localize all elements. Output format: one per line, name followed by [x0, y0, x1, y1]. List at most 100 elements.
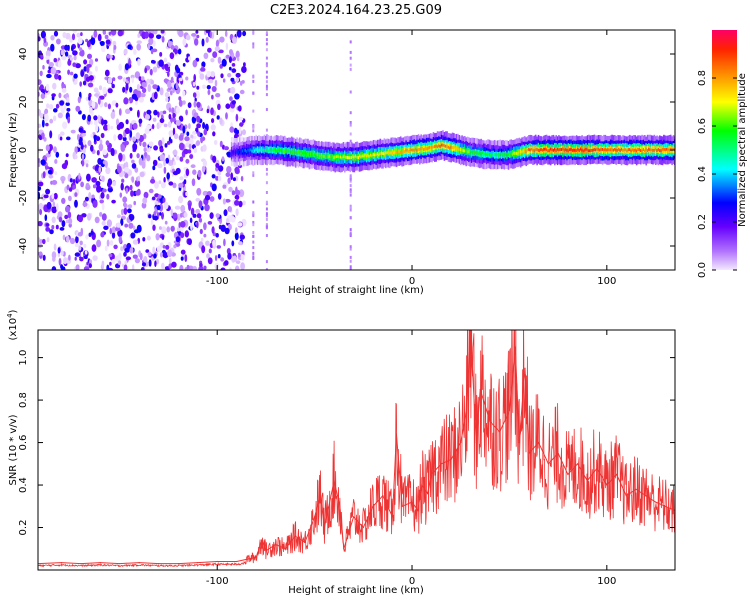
spectrogram-ridge-cell [361, 154, 364, 158]
snr-point [430, 473, 433, 475]
spectrogram-cell [235, 208, 239, 216]
spectrogram-cell [155, 233, 160, 241]
spectrogram-cell [222, 184, 227, 189]
spectrogram-cell [62, 234, 66, 241]
spectrogram-ridge-cell [558, 148, 560, 152]
spectrogram-ridge-cell [536, 148, 538, 151]
spectrogram-ridge-cell [451, 146, 454, 149]
spectrogram-cell [57, 60, 62, 68]
spectrogram-cell [74, 154, 78, 160]
spectrogram-cell [224, 260, 229, 266]
spectrogram-cell [51, 251, 57, 259]
spectrogram-cell [234, 93, 240, 100]
spectrogram-cell [123, 264, 128, 270]
spectrogram-cell [159, 147, 164, 153]
spectrogram-cell [163, 177, 166, 183]
spectrogram-cell [101, 202, 105, 211]
spectrogram-streak [252, 255, 255, 259]
spectrogram-cell [187, 149, 192, 154]
spectrogram-cell [54, 171, 58, 176]
spectrogram-streak [252, 75, 255, 79]
spectrogram-streak [349, 216, 352, 220]
y-tick-label: 20 [18, 96, 29, 109]
snr-point [466, 410, 468, 412]
spectrogram-cell [226, 218, 230, 224]
spectrogram-streak [349, 188, 352, 192]
snr-point [304, 541, 306, 544]
spectrogram-cell [192, 92, 197, 98]
spectrogram-ridge-cell [530, 147, 533, 151]
spectrogram-ridge-cell [605, 148, 608, 152]
spectrogram-cell [44, 113, 49, 122]
spectrogram-cell [85, 234, 89, 240]
spectrogram-streak [265, 87, 268, 91]
spectrogram-cell [115, 118, 120, 126]
spectrogram-cell [223, 238, 226, 247]
spectrogram-cell [196, 115, 201, 123]
spectrogram-cell [125, 119, 129, 125]
spectrogram-streak [265, 167, 268, 171]
spectrogram-cell [88, 58, 94, 66]
spectrogram-ridge-cell [624, 148, 627, 152]
spectrogram-cell [38, 202, 44, 209]
snr-point [401, 505, 403, 507]
spectrogram-cell [85, 163, 89, 168]
spectrogram-ridge-cell [447, 145, 450, 149]
spectrogram-ridge-cell [506, 153, 508, 157]
spectrogram-cell [152, 224, 156, 231]
spectrogram-cell [129, 86, 133, 93]
spectrogram-cell [163, 159, 166, 167]
spectrogram-streak [252, 173, 255, 177]
spectrogram-ridge-cell [296, 151, 298, 155]
spectrogram-cell [77, 37, 83, 45]
spectrogram-cell [198, 217, 203, 223]
spectrogram-cell [163, 201, 169, 210]
spectrogram-cell [88, 71, 93, 76]
spectrogram-cell [228, 56, 232, 63]
spectrogram-ridge-cell [635, 149, 638, 153]
spectrogram-ridge-cell [554, 147, 556, 151]
spectrogram-cell [117, 30, 124, 37]
spectrogram-ridge-cell [322, 154, 324, 158]
spectrogram-cell [100, 231, 105, 238]
snr-axes: -100 0 100 0.2 0.4 0.6 0.8 1.0 [18, 330, 675, 587]
spectrogram-cell [38, 220, 43, 227]
spectrogram-ridge-cell [671, 148, 673, 151]
snr-point [372, 505, 374, 507]
spectrogram-ridge-cell [247, 148, 249, 152]
spectrogram-cell [157, 111, 160, 118]
spectrogram-cell [162, 197, 166, 203]
spectrogram-cell [87, 53, 92, 59]
spectrogram-cell [128, 222, 134, 229]
spectrogram-cell [111, 83, 115, 89]
spectrogram-cell [160, 182, 166, 189]
snr-point [567, 473, 569, 475]
spectrogram-cell [58, 74, 62, 81]
spectrogram-streak [252, 30, 255, 34]
spectrogram-cell [38, 123, 42, 128]
spectrogram-streak [349, 132, 352, 136]
spectrogram-cell [117, 229, 123, 238]
spectrogram-cell [61, 87, 67, 93]
spectrogram-cell [88, 75, 94, 81]
spectrogram-cell [182, 100, 186, 105]
spectrogram-ridge-cell [563, 148, 566, 152]
spectrogram-cell [51, 225, 55, 230]
spectrogram-cell [236, 129, 240, 134]
spectrogram-cell [46, 201, 52, 210]
spectrogram-streak [265, 108, 268, 111]
spectrogram-ridge-cell [274, 148, 277, 151]
spectrogram-cell [196, 123, 202, 129]
spectrogram-cell [131, 176, 135, 183]
spectrogram-cell [75, 105, 81, 112]
spectrogram-cell [107, 103, 111, 110]
spectrogram-ridge-cell [289, 150, 292, 154]
spectrogram-cell [130, 74, 135, 79]
spectrogram-cell [112, 77, 116, 82]
spectrogram-cell [113, 244, 118, 250]
spectrogram-cell [121, 153, 126, 162]
spectrogram-cell [207, 89, 211, 96]
spectrogram-streak [265, 268, 268, 270]
spectrogram-cell [88, 263, 93, 269]
spectrogram-cell [146, 154, 151, 162]
